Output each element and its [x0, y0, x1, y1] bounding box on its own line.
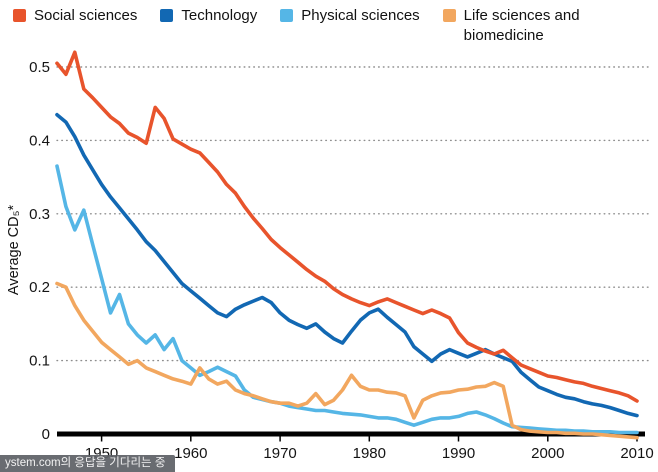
- legend-label-life-sciences: Life sciences and biomedicine: [463, 7, 580, 44]
- legend-item-technology: Technology: [160, 6, 257, 26]
- legend-item-life-sciences: Life sciences and biomedicine: [442, 6, 584, 45]
- legend-label-technology: Technology: [181, 7, 258, 24]
- y-tick-label: 0.5: [29, 59, 50, 76]
- x-tick-label: 1980: [353, 445, 386, 462]
- series-line-social-sciences: [55, 50, 639, 403]
- legend-item-social-sciences: Social sciences: [13, 6, 137, 26]
- y-tick-label: 0.2: [29, 279, 50, 296]
- legend-swatch-life-sciences-icon: [442, 9, 456, 22]
- y-tick-label: 0.1: [29, 353, 50, 370]
- series-line-technology: [55, 112, 639, 418]
- x-tick-label: 2000: [531, 445, 564, 462]
- y-tick-label: 0: [42, 426, 50, 443]
- legend-swatch-physical-sciences-icon: [280, 9, 294, 22]
- x-tick-label: 1960: [174, 445, 207, 462]
- browser-status-bar: ystem.com의 응답을 기다리는 중: [0, 455, 176, 472]
- legend-item-physical-sciences: Physical sciences: [280, 6, 420, 26]
- legend-swatch-social-sciences-icon: [13, 9, 26, 22]
- series-line-life-sciences-and-biomedicine: [55, 281, 639, 440]
- y-tick-label: 0.3: [29, 206, 50, 223]
- y-axis-title: Average CD₅*: [6, 205, 22, 296]
- y-tick-label: 0.4: [29, 132, 50, 149]
- legend-label-physical-sciences: Physical sciences: [301, 7, 420, 24]
- x-tick-label: 2010: [620, 445, 653, 462]
- legend-swatch-technology-icon: [160, 9, 174, 22]
- x-tick-label: 1990: [442, 445, 475, 462]
- x-tick-label: 1970: [263, 445, 296, 462]
- legend-label-social-sciences: Social sciences: [34, 7, 138, 24]
- chart-legend: Social sciences Technology Physical scie…: [13, 6, 584, 45]
- series-line-physical-sciences: [55, 164, 639, 435]
